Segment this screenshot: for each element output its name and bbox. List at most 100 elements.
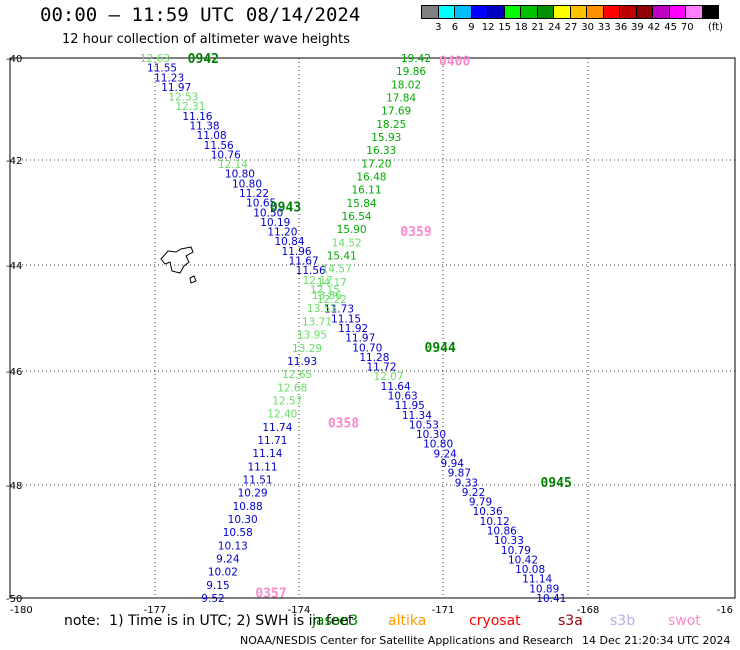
mission-altika: altika [388,613,427,629]
wave-height-label: 9.24 [216,553,240,565]
wave-height-label: 11.56 [296,265,326,277]
y-tick-label: -48 [6,481,22,492]
wave-height-label: 10.30 [416,429,446,441]
pass-time-label: 0359 [400,225,431,240]
wave-height-label: 16.54 [342,211,372,223]
color-swatch [701,5,719,19]
wave-height-label: 11.14 [252,448,282,460]
wave-height-label: 12.14 [218,159,248,171]
wave-height-label: 11.72 [366,362,396,374]
wave-height-label: 13.29 [292,343,322,355]
wave-height-label: 12.53 [168,92,198,104]
wave-height-label: 19.42 [401,53,431,65]
plot-frame [9,57,736,599]
color-scale-tick: 33 [597,22,611,33]
pass-time-label: 0358 [328,417,359,432]
wave-height-label: 9.52 [201,593,224,605]
wave-height-label: 16.33 [366,145,396,157]
wave-height-label: 12.57 [272,395,302,407]
pass-time-label: 0945 [541,476,572,491]
wave-height-label: 11.56 [204,140,234,152]
wave-height-label: 16.48 [356,172,386,184]
wave-height-label: 9.22 [462,487,485,499]
wave-height-label: 14.57 [322,264,352,276]
wave-height-label: 11.23 [154,72,184,84]
wave-height-label: 13.86 [312,290,342,302]
page-title: 00:00 – 11:59 UTC 08/14/2024 [40,4,361,26]
wave-height-label: 10.36 [473,506,503,518]
wave-height-label: 13.71 [302,316,332,328]
wave-height-label: 10.42 [508,554,538,566]
y-tick-label: -46 [6,367,22,378]
y-tick-label: -44 [6,261,22,272]
wave-height-label: 10.02 [208,567,238,579]
wave-height-label: 12.65 [282,369,312,381]
color-scale-tick: 21 [531,22,545,33]
wave-height-label: 11.38 [190,121,220,133]
wave-height-label: 9.94 [441,458,465,470]
generated-timestamp: 14 Dec 21:20:34 UTC 2024 [582,634,731,647]
wave-height-label: 18.02 [391,79,421,91]
color-scale-tick: 9 [468,22,475,33]
wave-height-label: 12.68 [277,382,307,394]
wave-height-label: 12.40 [267,409,297,421]
wave-height-label: 11.64 [381,381,411,393]
color-scale-tick: 12 [481,22,495,33]
wave-height-label: 10.80 [225,169,255,181]
wave-height-label: 10.88 [233,501,263,513]
wave-height-label: 12.63 [140,53,170,65]
color-scale-tick: 45 [664,22,677,33]
color-scale-tick: 42 [647,22,661,33]
pass-time-label: 0357 [255,587,286,602]
pass-time-label: 0944 [425,341,456,356]
color-scale-unit: (ft) [708,22,724,33]
color-scale-tick: 6 [451,22,459,33]
wave-height-label: 10.63 [388,391,418,403]
wave-height-label: 18.25 [376,119,406,131]
wave-height-label: 12.31 [175,101,205,113]
wave-height-label: 9.79 [469,497,492,509]
wave-height-label: 14.52 [332,237,362,249]
wave-height-label: 12.15 [310,284,340,296]
wave-height-label: 11.97 [345,333,375,345]
wave-height-label: 11.14 [522,574,552,586]
wave-height-label: 10.70 [352,342,382,354]
wave-height-label: 10.76 [211,149,241,161]
y-tick-label: -40 [6,54,22,65]
wave-height-label: 10.89 [529,583,559,595]
island-outline [189,275,197,284]
wave-height-label: 10.33 [494,535,524,547]
x-tick-label: -177 [144,605,167,616]
x-tick-label: -171 [432,605,455,616]
wave-height-label: 10.86 [487,526,517,538]
wave-height-label: 9.87 [448,468,471,480]
wave-height-label: 11.95 [395,400,425,412]
mission-s3a: s3a [558,613,583,629]
wave-height-label: 10.08 [515,564,545,576]
color-scale-tick: 24 [548,22,561,33]
wave-height-label: 11.73 [324,304,354,316]
color-scale-tick: 15 [498,22,512,33]
x-tick-label: -168 [577,605,600,616]
wave-height-label: 15.90 [337,224,367,236]
color-scale-tick: 70 [680,22,694,33]
wave-height-label: 10.29 [238,488,268,500]
wave-height-label: 11.15 [331,313,361,325]
color-scale-labels: 3 6 9 12 15 18 21 24 27 30 33 36 39 42 45 70 [422,22,696,33]
wave-height-label: 12.22 [317,294,347,306]
wave-height-label: 10.65 [246,198,276,210]
pass-time-label: 0943 [270,201,301,216]
wave-height-label: 10.84 [274,236,304,248]
color-scale-tick: 39 [631,22,644,33]
wave-height-label: 9.24 [433,448,457,460]
wave-height-label: 10.13 [218,540,248,552]
x-tick-label: -180 [10,605,33,616]
page-subtitle: 12 hour collection of altimeter wave hei… [62,32,350,47]
wave-height-label: 11.51 [243,474,273,486]
wave-height-label: 11.55 [147,63,177,75]
x-tick-label: -174 [288,605,311,616]
wave-height-label: 10.79 [501,545,531,557]
wave-height-label: 11.08 [197,130,227,142]
wave-height-label: 12.17 [303,275,333,287]
